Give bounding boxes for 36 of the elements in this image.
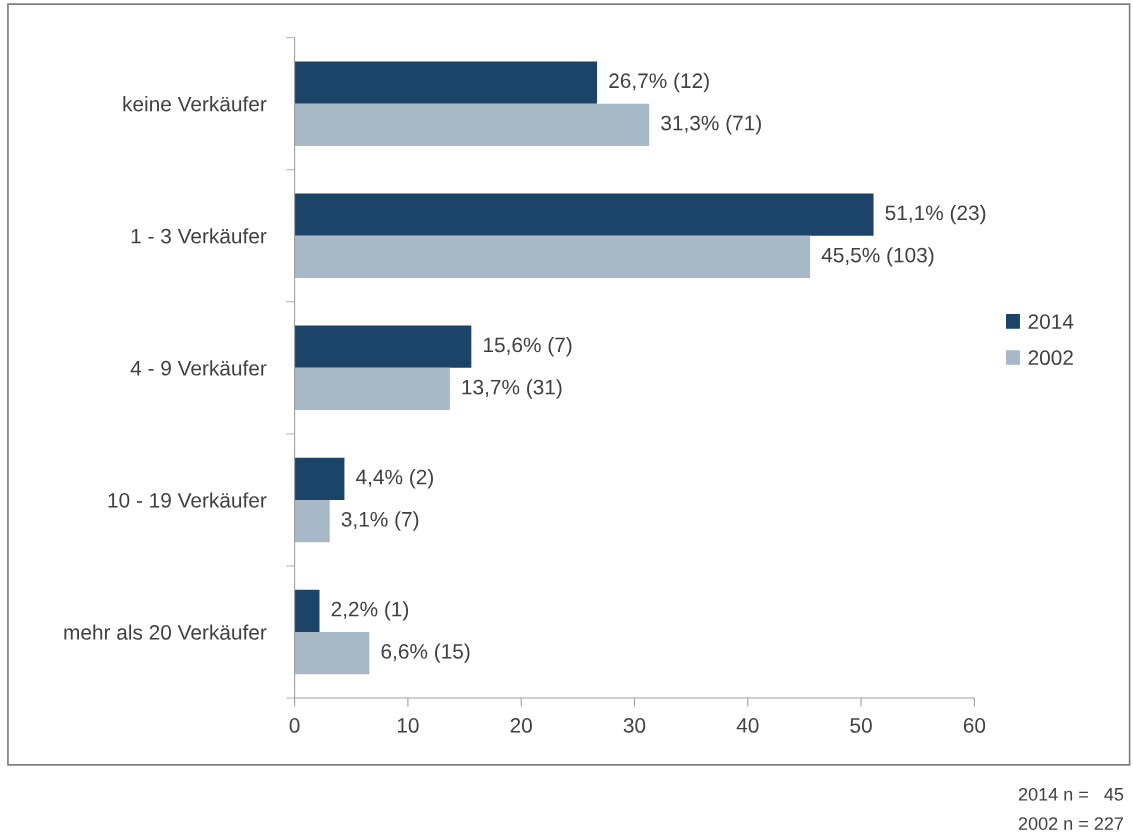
bar	[294, 589, 320, 633]
y-tick-label: keine Verkäufer	[123, 96, 267, 112]
data-label: 45,5% (103)	[821, 247, 934, 267]
x-tick-label: 50	[850, 718, 872, 733]
data-label: 26,7% (12)	[609, 72, 709, 93]
data-label: 3,1% (7)	[341, 511, 419, 531]
text: 2002 n = 227	[1018, 817, 1124, 830]
data-label: 4,4% (2)	[356, 469, 433, 489]
text: 2014 n = 45	[1018, 787, 1124, 801]
bar	[294, 235, 811, 279]
bar	[294, 61, 598, 104]
x-tick-label: 10	[397, 718, 419, 733]
bar	[294, 632, 370, 675]
bar	[294, 325, 472, 368]
x-tick-label: 20	[510, 718, 532, 733]
data-label: 2,2% (1)	[331, 601, 409, 621]
data-label: 15,6% (7)	[484, 337, 572, 357]
bar	[294, 103, 650, 146]
bar	[294, 193, 874, 236]
legend-label: 2014	[1028, 314, 1074, 329]
x-tick-label: 60	[963, 718, 986, 733]
x-tick-label: 0	[289, 718, 300, 733]
y-tick-label: 10 - 19 Verkäufer	[108, 492, 267, 508]
data-label: 51,1% (23)	[885, 204, 986, 225]
data-label: 31,3% (71)	[661, 115, 761, 135]
y-tick-label: 4 - 9 Verkäufer	[130, 360, 267, 376]
y-tick-label: 1 - 3 Verkäufer	[131, 228, 267, 244]
x-tick-label: 40	[736, 718, 759, 733]
data-label: 13,7% (31)	[462, 379, 562, 399]
bar	[294, 499, 330, 543]
legend-label: 2002	[1028, 350, 1073, 366]
data-label: 6,6% (15)	[381, 643, 470, 663]
bar	[294, 457, 345, 500]
bar	[294, 367, 450, 411]
x-tick-label: 30	[623, 718, 646, 733]
y-tick-label: mehr als 20 Verkäufer	[64, 624, 267, 640]
